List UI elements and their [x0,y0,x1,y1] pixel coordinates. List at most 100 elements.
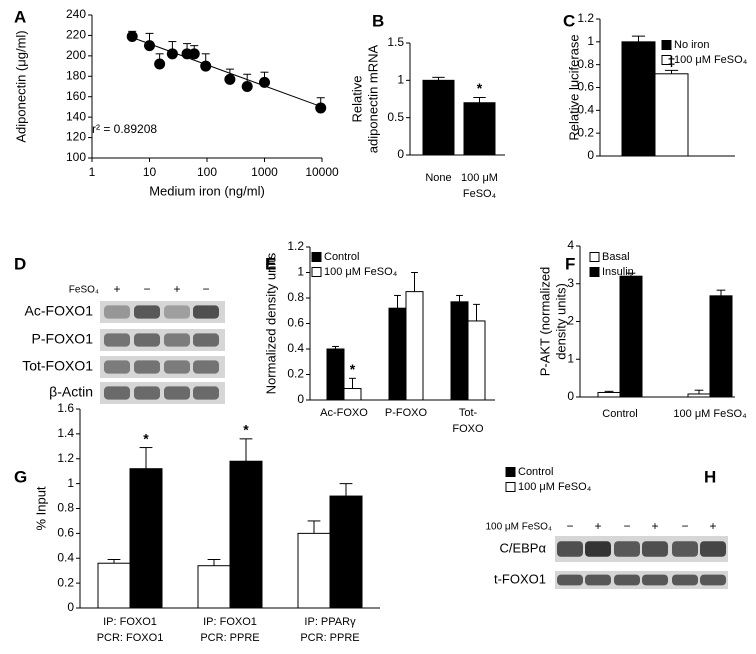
treatment-label: FeSO₄ [69,285,99,296]
row-label: t-FOXO1 [494,571,546,586]
x-tick-label: IP: FOXO1 [203,616,257,628]
blot-band [193,305,219,319]
legend-label: Basal [602,251,630,263]
legend-label: Control [324,251,359,263]
legend-label: 100 μM FeSO₄ [674,54,748,66]
y-tick-label: 100 [66,150,86,164]
y-tick-label: 120 [66,130,86,144]
y-tick-label: 0 [587,148,594,162]
y-axis-label: % Input [33,486,48,530]
x-tick-label: 100 [197,165,217,179]
panel-letter: E [265,254,276,273]
bar [405,291,424,401]
blot-band [672,574,698,586]
lane-label: + [709,519,716,533]
blot-band [164,386,190,400]
legend-swatch [589,267,600,277]
y-axis-label: Relative luciferase [566,34,581,140]
x-tick-label: Tot- [459,407,478,419]
bar [343,388,362,401]
legend-label: No iron [674,39,709,51]
bar [97,562,131,609]
x-tick-label: IP: PPARγ [304,616,356,628]
y-axis-label: Relative [349,76,364,123]
point [188,48,200,60]
blot-strip [100,382,225,404]
x-tick-label: None [425,172,451,184]
legend-swatch [505,467,516,477]
x-tick-label: IP: FOXO1 [103,616,157,628]
y-tick-label: 2 [567,314,574,328]
bar [463,102,496,156]
y-tick-label: 1.2 [57,451,74,465]
x-tick-label: 100 μM FeSO₄ [673,408,747,420]
y-tick-label: 240 [66,7,86,21]
panel-letter: C [563,11,575,30]
annotation: r² = 0.89208 [92,122,157,136]
y-tick-label: 180 [66,68,86,82]
bar [619,275,643,398]
legend-swatch [589,252,600,262]
y-tick-label: 1.2 [287,239,304,253]
bar [450,301,469,401]
y-tick-label: 0.2 [577,125,594,139]
y-tick-label: 4 [567,238,574,252]
legend-label: Insulin [602,266,634,278]
treatment-label: 100 μM FeSO₄ [485,522,552,533]
row-label: C/EBPα [499,540,546,555]
y-tick-label: 1 [397,73,404,87]
blot-band [104,333,130,347]
legend-swatch [311,267,322,277]
bar [597,391,621,398]
y-axis-label: P-AKT (normalized [537,267,552,377]
blot-band [672,541,698,557]
point [224,73,236,85]
lane-label: + [173,282,180,296]
y-tick-label: 1 [587,34,594,48]
bar [129,468,163,609]
bar [197,565,231,609]
y-tick-label: 1.4 [57,426,74,440]
lane-label: − [202,282,209,296]
blot-band [104,305,130,319]
bar [229,460,263,609]
point [200,60,212,72]
bar [422,79,455,156]
x-tick-label: PCR: PPRE [300,632,359,644]
blot-band [557,541,583,557]
blot-band [164,333,190,347]
y-tick-label: 0.2 [57,575,74,589]
y-tick-label: 1.2 [577,11,594,25]
bar [654,73,689,157]
x-axis-label: Medium iron (ng/ml) [149,183,265,198]
annotation: * [143,430,149,446]
bar [297,532,331,609]
blot-band [193,386,219,400]
y-tick-label: 1 [567,351,574,365]
legend-swatch [505,482,516,492]
point [315,102,327,114]
point [259,76,270,88]
blot-band [193,360,219,374]
lane-label: + [651,519,658,533]
blot-band [700,541,726,557]
row-label: P-FOXO1 [32,331,94,347]
panel-letter: B [372,11,384,30]
x-tick-label: 10000 [305,165,339,179]
y-tick-label: 0.6 [577,80,594,94]
x-tick-label: 100 μM [461,172,498,184]
y-axis-label: Adiponectin (μg/ml) [13,30,28,142]
bar [329,495,363,609]
y-tick-label: 0.6 [287,316,304,330]
y-tick-label: 0 [67,600,74,614]
blot-band [134,360,160,374]
blot-band [642,574,668,586]
blot-band [104,386,130,400]
point [154,58,166,70]
y-tick-label: 0 [397,147,404,161]
annotation: * [243,422,249,438]
bar [709,295,733,398]
trendline [132,37,323,108]
bar [687,393,711,398]
x-tick-label: FOXO [452,423,484,435]
